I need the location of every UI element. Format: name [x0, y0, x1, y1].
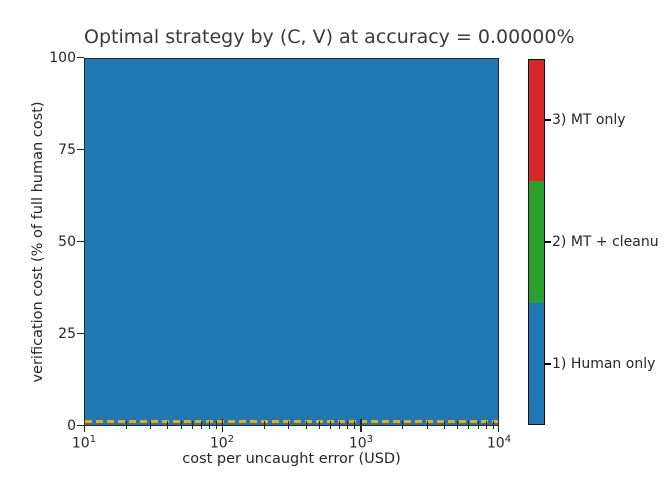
- colorbar: [528, 59, 545, 425]
- y-tick-label: 100: [49, 50, 76, 66]
- x-tick-label: 104: [486, 434, 512, 452]
- colorbar-segment-human-only: [529, 302, 544, 424]
- x-minor-tick: [339, 420, 341, 429]
- y-tick: [77, 240, 84, 243]
- x-minor-tick: [354, 420, 356, 429]
- y-tick: [77, 56, 84, 59]
- strategy-boundary-line: [85, 420, 498, 423]
- x-minor-tick: [468, 420, 470, 429]
- x-minor-tick: [457, 420, 459, 429]
- y-tick-label: 75: [58, 142, 76, 158]
- y-tick-label: 25: [58, 326, 76, 342]
- x-axis-title: cost per uncaught error (USD): [182, 451, 401, 467]
- x-minor-tick: [443, 420, 445, 429]
- x-minor-tick: [200, 420, 202, 429]
- chart-title: Optimal strategy by (C, V) at accuracy =…: [84, 26, 575, 48]
- x-minor-tick: [347, 420, 349, 429]
- colorbar-tick: [545, 241, 551, 243]
- x-minor-tick: [180, 420, 182, 429]
- x-minor-tick: [426, 420, 428, 429]
- x-tick-label: 103: [348, 434, 374, 452]
- x-minor-tick: [167, 420, 169, 429]
- x-minor-tick: [288, 420, 290, 429]
- x-minor-tick: [402, 420, 404, 429]
- x-minor-tick: [208, 420, 210, 429]
- x-minor-tick: [191, 420, 193, 429]
- colorbar-tick: [545, 119, 551, 121]
- x-minor-tick: [263, 420, 265, 429]
- colorbar-label-mt-only: 3) MT only: [552, 112, 626, 128]
- x-tick: [360, 419, 362, 432]
- x-tick: [221, 419, 224, 432]
- y-tick-label: 50: [58, 234, 76, 250]
- colorbar-segment-mt-cleanup: [529, 181, 544, 303]
- y-tick: [77, 424, 84, 427]
- x-tick-label: 102: [209, 434, 235, 452]
- x-minor-tick: [485, 420, 487, 429]
- plot-area: [84, 58, 499, 426]
- colorbar-segment-mt-only: [529, 60, 544, 182]
- y-tick-label: 0: [67, 418, 76, 434]
- colorbar-tick: [545, 363, 551, 365]
- x-tick: [497, 419, 500, 432]
- x-minor-tick: [329, 420, 331, 429]
- x-tick: [83, 419, 85, 432]
- x-minor-tick: [319, 420, 321, 429]
- x-minor-tick: [477, 420, 479, 429]
- colorbar-label-mt-cleanup: 2) MT + cleanu: [552, 234, 659, 250]
- x-minor-tick: [216, 420, 217, 429]
- x-minor-tick: [492, 420, 494, 429]
- y-tick: [77, 332, 84, 335]
- x-tick-label: 101: [71, 434, 97, 452]
- x-minor-tick: [150, 420, 151, 429]
- colorbar-label-human-only: 1) Human only: [552, 356, 656, 372]
- x-minor-tick: [125, 420, 127, 429]
- x-minor-tick: [305, 420, 307, 429]
- y-tick: [77, 148, 84, 151]
